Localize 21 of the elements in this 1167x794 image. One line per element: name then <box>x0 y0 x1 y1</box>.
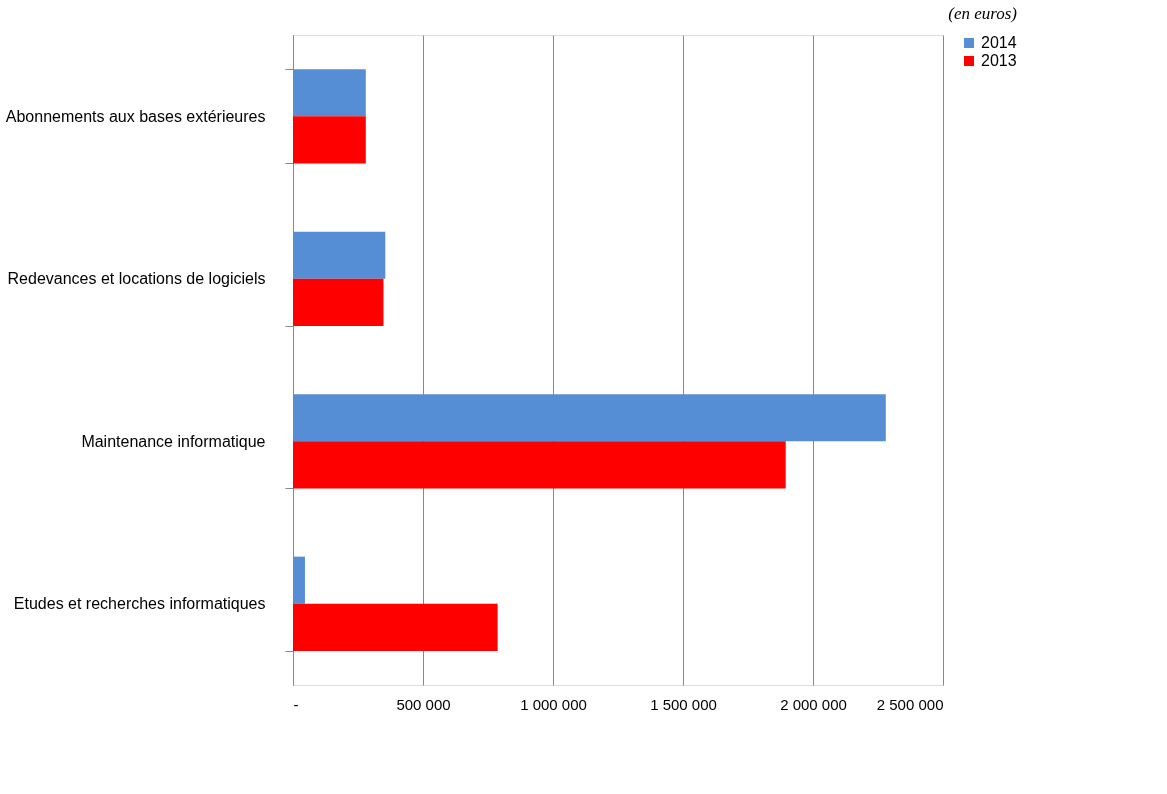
y-tick-label: Maintenance informatique <box>81 432 266 450</box>
y-tick-label: Abonnements aux bases extérieures <box>5 107 266 125</box>
x-tick-label: 2 000 000 <box>780 695 847 713</box>
y-tick-label: Etudes et recherches informatiques <box>13 595 266 613</box>
x-tick-label: 500 000 <box>396 695 451 713</box>
x-tick-label: 2 500 000 <box>876 695 944 713</box>
x-tick-label: 1 500 000 <box>650 695 717 713</box>
text: (en euros) <box>948 4 1018 23</box>
bar <box>293 441 786 489</box>
legend-label: 2014 <box>981 34 1017 51</box>
bar <box>293 116 366 164</box>
bar <box>293 231 386 279</box>
legend-label: 2013 <box>981 52 1017 69</box>
bar <box>293 278 384 326</box>
bar <box>293 69 366 117</box>
bar <box>293 394 886 442</box>
bar <box>293 556 305 604</box>
bar <box>293 603 498 651</box>
y-tick-label: Redevances et locations de logiciels <box>7 270 266 288</box>
x-tick-label: - <box>293 695 299 713</box>
x-tick-label: 1 000 000 <box>520 695 587 713</box>
